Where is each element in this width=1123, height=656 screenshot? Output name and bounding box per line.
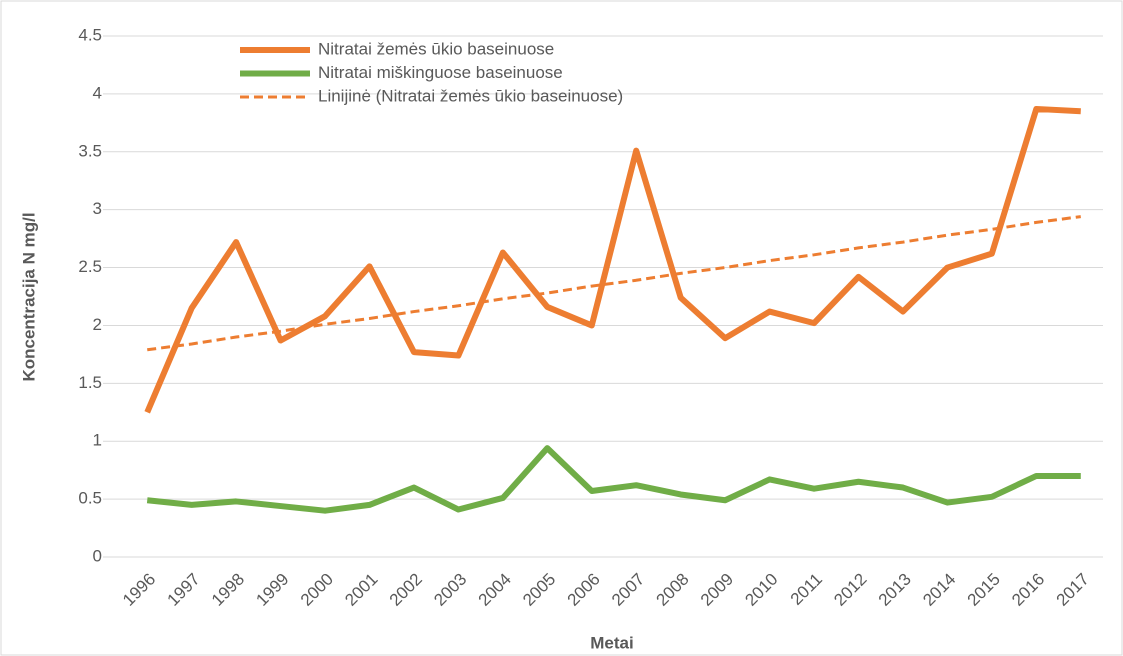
y-tick-label: 4.5 xyxy=(78,25,102,44)
legend-label: Nitratai žemės ūkio baseinuose xyxy=(318,39,554,58)
y-tick-label: 1 xyxy=(93,431,102,450)
trend-line xyxy=(147,215,1081,352)
y-tick-label: 1.5 xyxy=(78,373,102,392)
y-tick-label: 0.5 xyxy=(78,489,102,508)
x-axis-title: Metai xyxy=(590,633,633,652)
y-axis-title: Koncentracija N mg/l xyxy=(19,212,38,381)
y-tick-label: 2 xyxy=(93,315,102,334)
y-tick-label: 3.5 xyxy=(78,141,102,160)
legend-label: Linijinė (Nitratai žemės ūkio baseinuose… xyxy=(318,86,623,105)
legend-label: Nitratai miškinguose baseinuose xyxy=(318,63,563,82)
y-tick-label: 4 xyxy=(93,83,102,102)
y-tick-label: 0 xyxy=(93,546,102,565)
y-tick-label: 2.5 xyxy=(78,257,102,276)
series-line xyxy=(146,445,1081,514)
y-tick-label: 3 xyxy=(93,199,102,218)
